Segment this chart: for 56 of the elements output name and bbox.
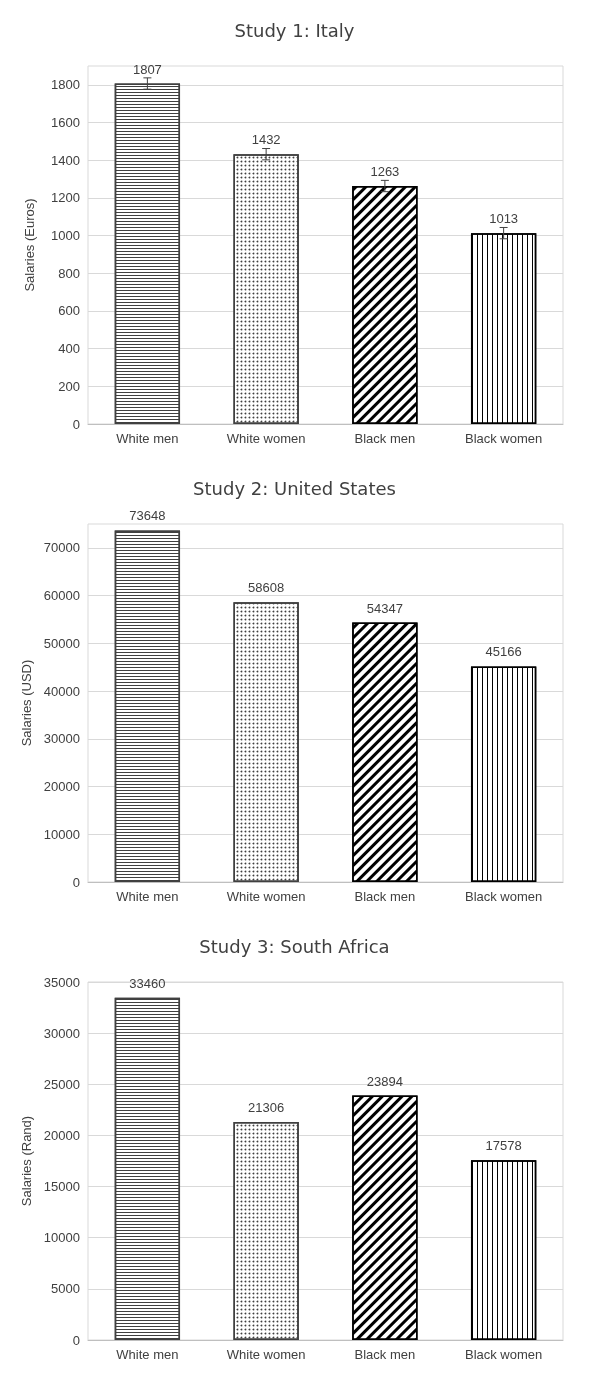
data-label: 1263	[370, 164, 400, 180]
y-tick-label: 60000	[43, 588, 80, 604]
y-tick-label: 0	[72, 416, 80, 432]
data-label: 33460	[129, 975, 166, 991]
data-label: 21306	[248, 1100, 285, 1116]
x-tick-label: White women	[226, 889, 306, 904]
y-tick-label: 5000	[51, 1281, 80, 1297]
y-tick-label: 0	[72, 1332, 80, 1348]
x-tick-label: Black men	[354, 431, 416, 446]
x-tick-label: White women	[226, 431, 306, 446]
data-label: 17578	[485, 1138, 522, 1154]
x-tick-label: Black men	[354, 1347, 416, 1362]
y-tick-label: 10000	[43, 826, 80, 842]
y-tick-label: 30000	[43, 1025, 80, 1041]
x-tick-label: Black women	[464, 889, 543, 904]
y-tick-label: 1000	[51, 228, 80, 244]
y-tick-label: 400	[58, 341, 80, 357]
y-tick-label: 15000	[43, 1179, 80, 1195]
chart-title: Study 3: South Africa	[199, 935, 390, 957]
y-axis-title: Salaries (Rand)	[18, 1115, 34, 1207]
data-label: 23894	[366, 1073, 403, 1089]
y-tick-label: 40000	[43, 683, 80, 699]
data-label: 1807	[132, 61, 162, 77]
chart-title: Study 2: United States	[193, 477, 396, 499]
y-tick-label: 800	[58, 265, 80, 281]
y-tick-label: 600	[58, 303, 80, 319]
data-label: 45166	[485, 644, 522, 660]
y-tick-label: 1400	[51, 152, 80, 168]
y-tick-label: 35000	[43, 974, 80, 990]
y-tick-label: 25000	[43, 1076, 80, 1092]
y-axis-title: Salaries (USD)	[18, 659, 34, 747]
data-label: 1013	[489, 211, 519, 227]
data-label: 1432	[251, 132, 281, 148]
y-tick-label: 0	[72, 874, 80, 890]
data-label: 58608	[248, 580, 285, 596]
y-tick-label: 1200	[51, 190, 80, 206]
y-tick-label: 50000	[43, 635, 80, 651]
x-tick-label: Black men	[354, 889, 416, 904]
chart-title: Study 1: Italy	[234, 19, 355, 41]
y-tick-label: 20000	[43, 1127, 80, 1143]
y-tick-label: 200	[58, 378, 80, 394]
y-axis-title: Salaries (Euros)	[22, 198, 37, 292]
x-tick-label: Black women	[464, 431, 543, 446]
data-label: 54347	[366, 600, 403, 616]
y-tick-label: 1600	[51, 115, 80, 131]
x-tick-label: Black women	[464, 1347, 543, 1362]
x-tick-label: White men	[116, 889, 179, 904]
y-tick-label: 30000	[43, 731, 80, 747]
y-tick-label: 10000	[43, 1230, 80, 1246]
y-tick-label: 20000	[43, 779, 80, 795]
x-tick-label: White men	[116, 1347, 179, 1362]
y-tick-label: 1800	[51, 77, 80, 93]
x-tick-label: White men	[116, 431, 179, 446]
data-label: 73648	[129, 508, 166, 524]
x-tick-label: White women	[226, 1347, 306, 1362]
y-tick-label: 70000	[43, 540, 80, 556]
